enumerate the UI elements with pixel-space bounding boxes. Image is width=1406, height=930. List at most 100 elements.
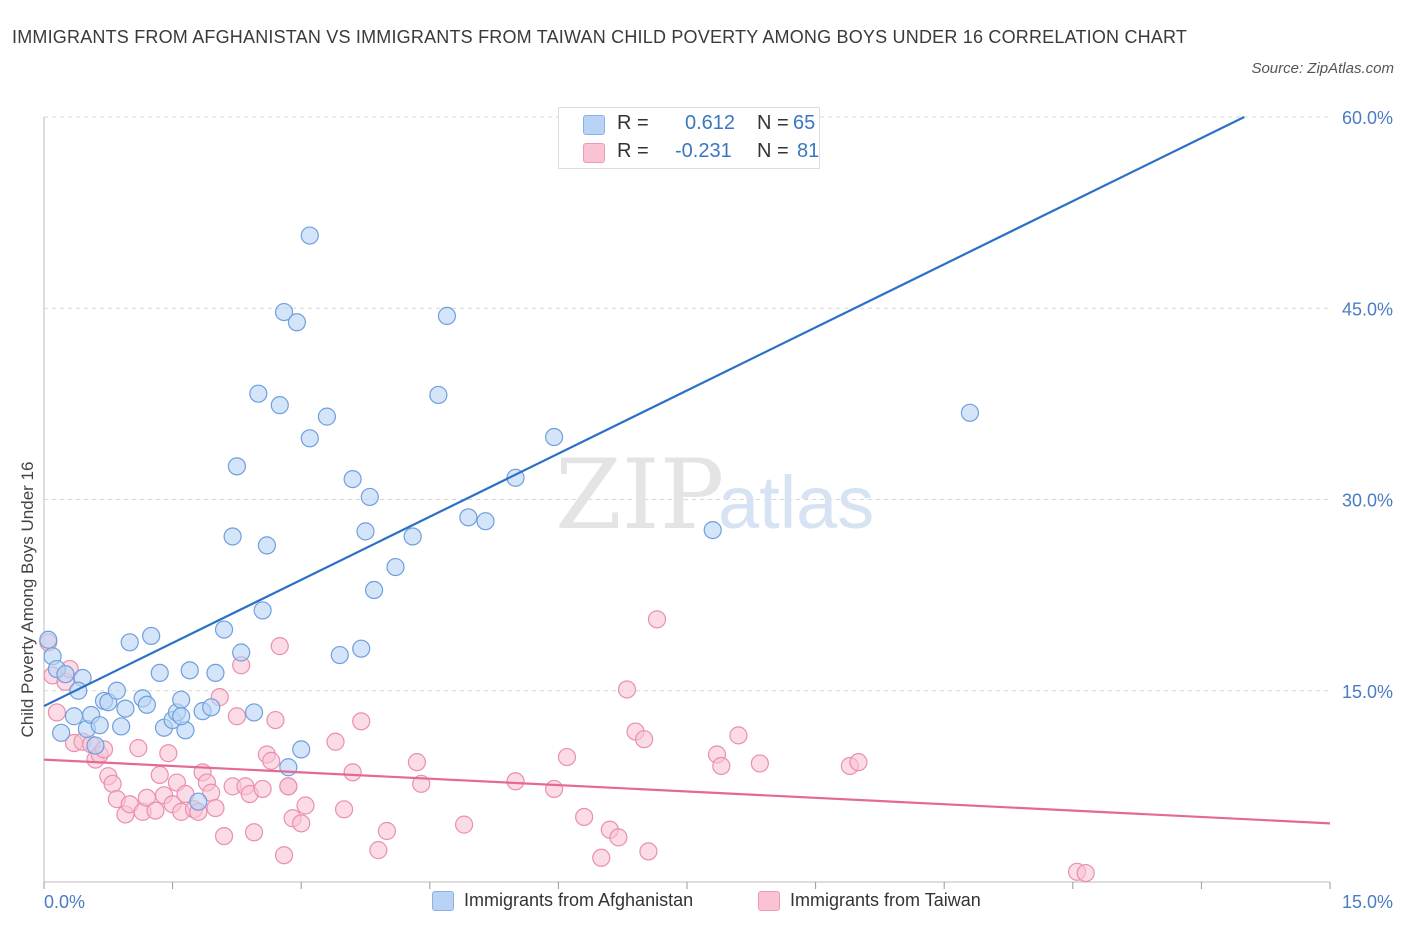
afghanistan-point [459, 508, 478, 527]
taiwan-point [369, 841, 388, 860]
taiwan-point [103, 774, 122, 793]
afghanistan-point [545, 427, 564, 447]
afghanistan-point [202, 698, 221, 717]
taiwan-point [47, 703, 66, 722]
afghanistan-point [364, 580, 384, 600]
taiwan-point [270, 637, 289, 656]
watermark-atlas: atlas [718, 461, 874, 544]
afghanistan-point [172, 690, 191, 709]
trend-layer [43, 116, 1331, 825]
legend-n-value: 81 [797, 140, 820, 162]
afghanistan-point [249, 384, 268, 403]
afghanistan-point [270, 396, 289, 415]
afghanistan-point [142, 626, 161, 646]
afghanistan-point [189, 792, 208, 811]
legend-r-label: R = [617, 112, 649, 134]
axis-layer [43, 117, 1331, 889]
y-axis-label: Child Poverty Among Boys Under 16 [18, 462, 37, 738]
taiwan-point [334, 800, 354, 819]
taiwan-point [274, 846, 294, 865]
taiwan-point [292, 814, 311, 833]
watermark-zip: ZIP [555, 439, 724, 551]
y-tick-label: 60.0% [1342, 108, 1393, 128]
afghanistan-point [56, 665, 75, 684]
legend-label-afghanistan: Immigrants from Afghanistan [464, 890, 694, 910]
legend-swatch-taiwan [758, 891, 780, 911]
afghanistan-point [274, 302, 294, 322]
afghanistan-point [150, 663, 169, 683]
afghanistan-point [360, 487, 379, 507]
afghanistan-point [86, 736, 105, 755]
correlation-legend: R = 0.612 N = 65 R = -0.231 N = 81 [558, 107, 820, 169]
afghanistan-point [64, 707, 84, 726]
taiwan-point [227, 707, 246, 726]
taiwan-point [635, 730, 654, 749]
afghanistan-point [317, 407, 337, 426]
afghanistan-point [107, 681, 126, 700]
taiwan-point [206, 798, 225, 818]
taiwan-point [729, 726, 748, 745]
afghanistan-point [214, 620, 234, 639]
afghanistan-point [403, 527, 422, 546]
taiwan-point [750, 754, 769, 773]
afghanistan-point [703, 520, 722, 540]
legend-n-label: N = [757, 112, 789, 134]
taiwan-point [1076, 863, 1095, 883]
afghanistan-point [292, 740, 311, 759]
legend-n-value: 65 [793, 112, 816, 134]
afghanistan-point [180, 661, 199, 680]
taiwan-point [557, 747, 577, 767]
afghanistan-point [279, 758, 298, 777]
afghanistan-point [39, 630, 58, 649]
taiwan-point [253, 779, 272, 799]
taiwan-point [545, 779, 564, 799]
afghanistan-point [330, 645, 349, 665]
taiwan-point [129, 739, 148, 758]
grid-layer [44, 116, 1330, 692]
afghanistan-point [352, 639, 371, 658]
legend-swatch-afghanistan [583, 115, 605, 135]
points-layer [39, 226, 1095, 883]
taiwan-point [326, 732, 345, 751]
series-legend: Immigrants from Afghanistan Immigrants f… [0, 886, 1406, 916]
afghanistan-point [300, 226, 319, 245]
taiwan-point [849, 753, 868, 772]
afghanistan-point [232, 643, 251, 662]
taiwan-point [266, 710, 285, 730]
source-credit: Source: ZipAtlas.com [1251, 60, 1394, 77]
afghanistan-point [52, 723, 71, 742]
afghanistan-point [429, 385, 448, 405]
taiwan-point [712, 756, 731, 776]
y-tick-label: 15.0% [1342, 682, 1393, 702]
legend-n-label: N = [757, 140, 789, 162]
taiwan-point [609, 828, 628, 847]
afghanistan-point [69, 681, 88, 700]
afghanistan-point [356, 522, 375, 541]
watermark: ZIP atlas [555, 439, 874, 551]
taiwan-point [352, 712, 371, 731]
afghanistan-point [172, 707, 191, 726]
afghanistan-point [206, 663, 225, 683]
legend-r-value: -0.231 [675, 140, 732, 162]
taiwan-point [262, 751, 281, 770]
afghanistan-point [287, 313, 307, 332]
afghanistan-point [227, 457, 246, 476]
afghanistan-point [120, 633, 139, 652]
taiwan-point [244, 823, 264, 842]
taiwan-point [159, 744, 178, 763]
afghanistan-point [960, 403, 980, 422]
afghanistan-trend-line [43, 116, 1245, 708]
taiwan-point [647, 610, 667, 629]
taiwan-point [454, 815, 474, 834]
afghanistan-point [244, 703, 264, 722]
afghanistan-point [476, 512, 495, 531]
afghanistan-point [437, 306, 457, 325]
y-tick-label: 30.0% [1342, 491, 1393, 511]
taiwan-point [592, 848, 611, 867]
legend-swatch-taiwan [583, 143, 605, 163]
taiwan-point [343, 763, 362, 782]
taiwan-point [214, 826, 234, 846]
x-tick-label: 0.0% [44, 892, 85, 912]
afghanistan-point [386, 557, 405, 577]
